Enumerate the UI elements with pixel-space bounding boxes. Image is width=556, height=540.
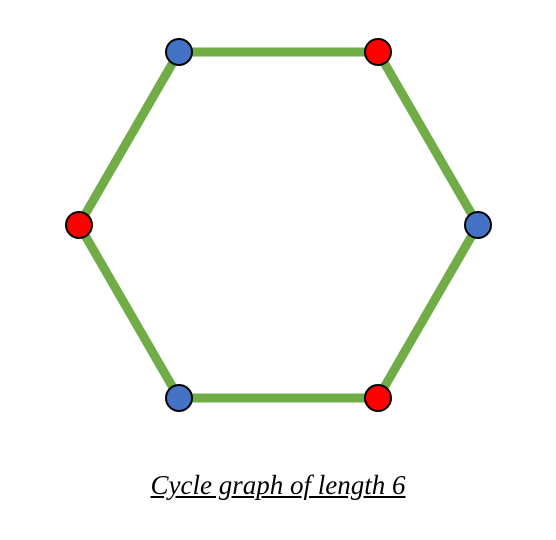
graph-node	[365, 39, 391, 65]
graph-edge	[378, 52, 478, 225]
graph-edge	[79, 52, 179, 225]
graph-node	[465, 212, 491, 238]
cycle-graph-svg	[0, 0, 556, 540]
graph-node	[166, 39, 192, 65]
diagram-container: Cycle graph of length 6	[0, 0, 556, 540]
graph-node	[166, 385, 192, 411]
graph-edge	[378, 225, 478, 398]
graph-node	[365, 385, 391, 411]
graph-edge	[79, 225, 179, 398]
caption-text: Cycle graph of length 6	[0, 470, 556, 501]
graph-node	[66, 212, 92, 238]
